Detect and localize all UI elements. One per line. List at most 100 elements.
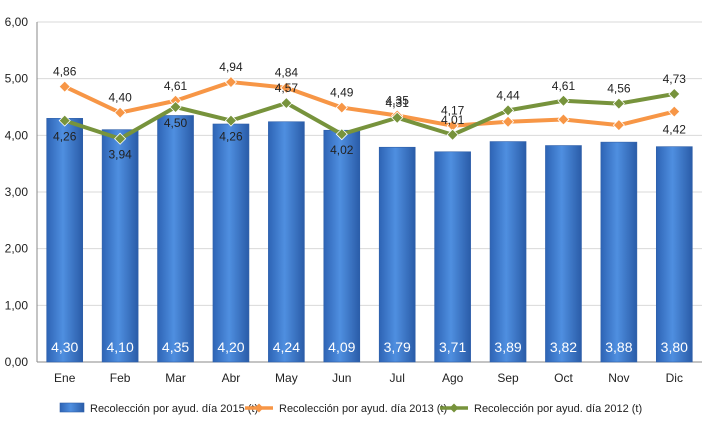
line-value-label: 4,31 [386,96,410,110]
series-marker [668,105,681,118]
y-tick-label: 5,00 [5,72,29,86]
legend-swatch-bar [59,402,85,413]
series-marker [446,128,459,141]
line-value-label: 4,61 [164,79,188,93]
series-line [63,80,675,128]
bar-value-label: 4,09 [328,339,355,355]
line-series [58,76,681,145]
x-tick-label: Mar [165,371,186,385]
series-marker [557,113,570,126]
bar-value-label: 3,88 [605,339,632,355]
series-marker [58,114,71,127]
x-tick-label: Feb [110,371,131,385]
bar [489,141,527,363]
y-tick-label: 2,00 [5,242,29,256]
x-tick-label: Sep [497,371,519,385]
bar [545,145,582,363]
y-tick-label: 3,00 [5,185,29,199]
y-tick-label: 6,00 [5,15,29,29]
line-value-label: 4,61 [552,79,576,93]
line-value-label: 4,56 [607,82,631,96]
bar [46,118,84,363]
bar-value-label: 4,10 [107,339,134,355]
line-value-label: 4,86 [53,65,77,79]
series-marker [114,106,127,119]
bar-value-label: 3,71 [439,339,466,355]
series-marker [169,100,182,114]
legend-swatch-marker [449,403,459,413]
series-marker [335,101,348,114]
legend: Recolección por ayud. día 2015 (t) Recole… [59,402,642,415]
bar-value-label: 4,35 [162,339,189,355]
bar [323,129,361,363]
series-marker [280,96,293,110]
x-tick-label: Ene [54,371,76,385]
series-marker [224,76,238,89]
y-tick-label: 4,00 [5,128,29,142]
series-marker [114,132,127,145]
line-value-label: 4,73 [663,72,687,86]
line-value-label: 4,42 [663,123,687,137]
series-marker [612,119,625,132]
bar-value-label: 4,20 [217,339,244,355]
series-marker [335,128,348,141]
line-value-label: 4,01 [441,113,465,127]
series-marker [668,87,681,101]
bar [600,141,638,363]
series-marker [58,80,71,93]
line-value-label: 4,26 [53,130,77,144]
bar-value-label: 3,82 [550,339,577,355]
x-tick-label: Dic [666,371,683,385]
bar-value-label: 3,79 [384,339,411,355]
bar [101,129,139,363]
legend-label: Recolección por ayud. día 2015 (t) [90,403,258,415]
x-tick-label: Nov [608,371,629,385]
bar [157,115,194,363]
gridlines [37,21,702,363]
line-value-label: 3,94 [108,148,132,162]
line-value-label: 4,26 [219,130,243,144]
data-labels: 4,30 4,10 4,35 4,20 4,24 4,09 3,79 3,71 3,89 3,82… [51,60,688,355]
line-value-label: 4,57 [275,81,299,95]
bar [268,121,305,363]
legend-swatch-marker [254,403,264,413]
line-value-label: 4,17 [441,104,465,118]
line-value-label: 4,49 [330,86,354,100]
legend-label: Recolección por ayud. día 2013 (t) [279,403,447,415]
series-marker [501,104,515,117]
series-marker [280,81,293,94]
x-tick-label: Abr [222,371,241,385]
x-tick-label: Oct [554,371,573,385]
series-marker [224,114,238,127]
series-marker [612,97,625,110]
legend-label: Recolección por ayud. día 2012 (t) [474,403,642,415]
line-value-label: 4,50 [164,116,188,130]
y-tick-label: 0,00 [5,355,29,369]
bar-value-label: 3,89 [494,339,521,355]
bar [378,146,416,363]
x-tick-label: May [275,371,298,385]
bar-value-label: 3,80 [661,339,688,355]
line-value-label: 4,84 [275,66,299,80]
line-value-label: 4,02 [330,143,354,157]
bar-series [46,115,693,363]
bar [434,151,471,363]
line-value-label: 4,94 [219,60,243,74]
bar [212,123,250,363]
axes: 0,00 1,00 2,00 3,00 4,00 5,00 6,00 Ene Feb Mar Abr… [5,15,702,385]
series-line [64,91,675,141]
series-marker [501,115,515,128]
line-value-label: 4,44 [496,88,520,102]
series-marker [391,111,404,124]
x-tick-label: Jul [390,371,405,385]
bar [655,146,693,363]
y-tick-label: 1,00 [5,298,29,312]
bar-value-label: 4,24 [273,339,300,355]
x-tick-label: Ago [442,371,464,385]
line-value-label: 4,40 [108,91,132,105]
bar-value-label: 4,30 [51,339,78,355]
series-marker [557,94,570,107]
line-value-label: 4,35 [386,94,410,108]
